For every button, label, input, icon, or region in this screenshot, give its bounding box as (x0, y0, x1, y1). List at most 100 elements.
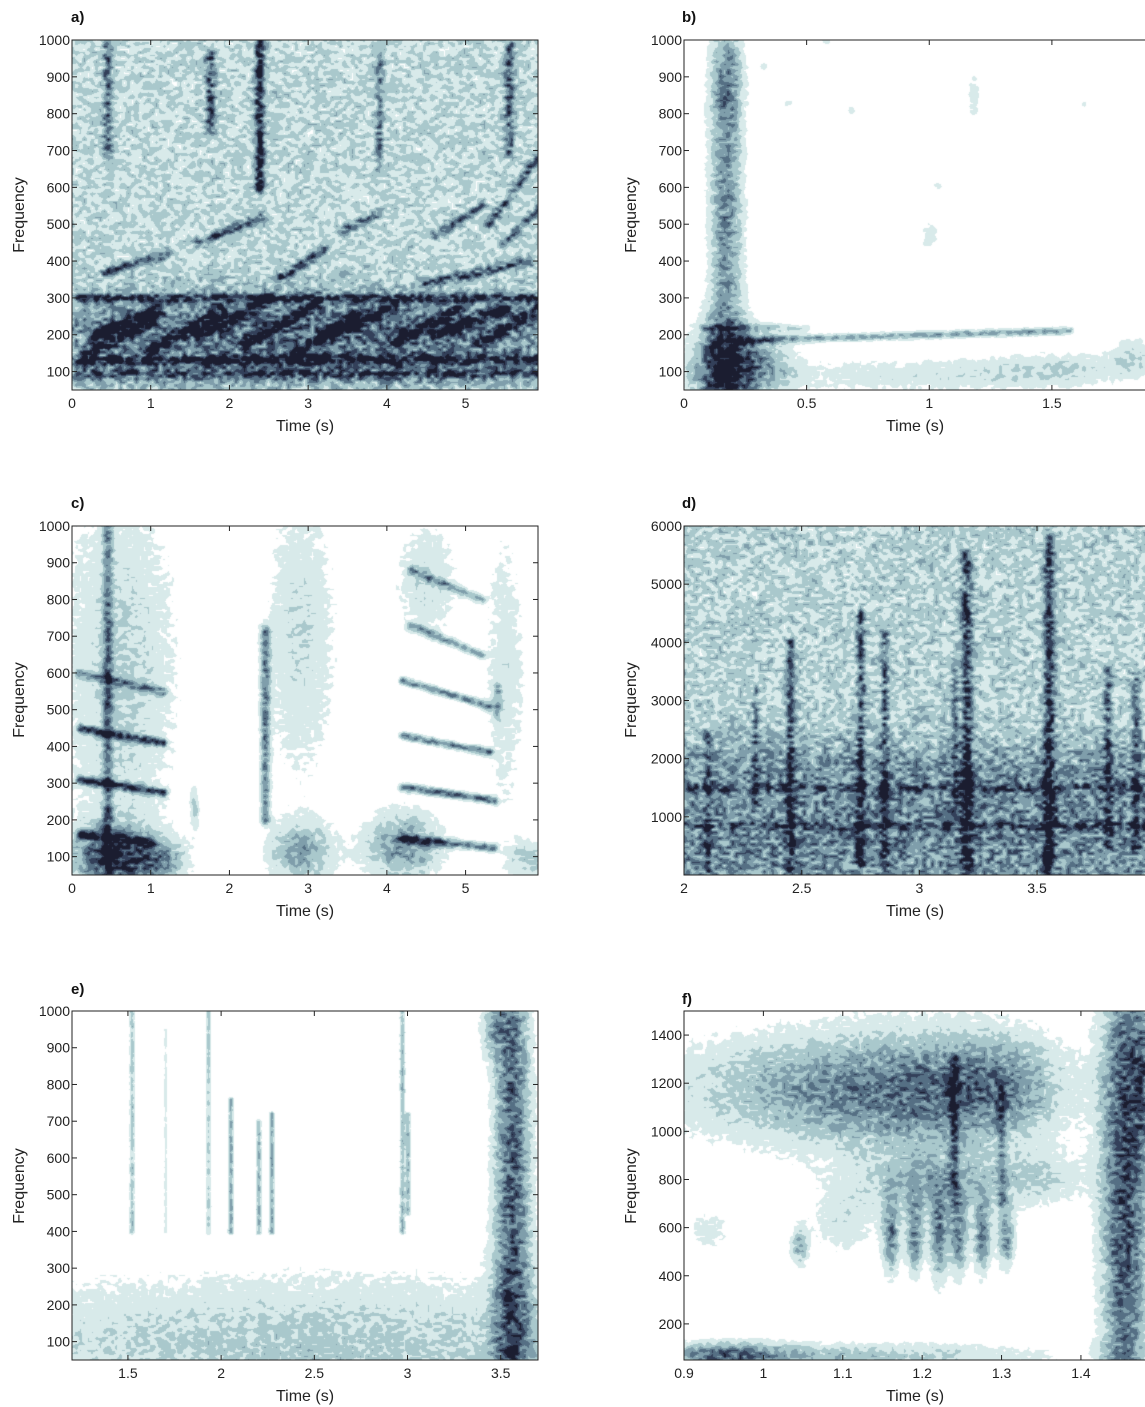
y-tick-label: 400 (47, 738, 71, 754)
y-tick-label: 300 (47, 1260, 71, 1276)
x-tick-label: 5 (462, 880, 470, 896)
y-tick-label: 400 (47, 253, 71, 269)
y-tick-label: 4000 (651, 634, 682, 650)
y-tick-label: 200 (659, 327, 683, 343)
panel-c-frame (71, 525, 539, 876)
panel-b-frame (683, 39, 1145, 391)
y-tick-label: 400 (47, 1223, 71, 1239)
x-tick-label: 0.9 (674, 1365, 694, 1381)
panel-b-x-axis-label: Time (s) (886, 418, 944, 435)
y-tick-label: 600 (47, 179, 71, 195)
y-tick-label: 200 (47, 812, 71, 828)
x-tick-label: 1.1 (833, 1365, 853, 1381)
x-tick-label: 0 (68, 880, 76, 896)
panel-d-y-axis-label: Frequency (623, 662, 640, 738)
panel-c-label: c) (71, 495, 84, 512)
y-tick-label: 500 (659, 216, 683, 232)
x-tick-label: 2 (226, 395, 234, 411)
x-tick-label: 2 (680, 880, 688, 896)
y-tick-label: 1000 (39, 518, 70, 534)
y-tick-label: 800 (47, 106, 71, 122)
panel-a-frame (71, 39, 539, 391)
y-tick-label: 800 (659, 106, 683, 122)
y-tick-label: 5000 (651, 576, 682, 592)
y-tick-label: 1000 (651, 32, 682, 48)
x-tick-label: 4 (383, 880, 391, 896)
x-tick-label: 1.5 (118, 1365, 138, 1381)
x-tick-label: 2.5 (305, 1365, 325, 1381)
panel-e-y-axis-label: Frequency (11, 1148, 28, 1224)
x-tick-label: 0.5 (797, 395, 817, 411)
x-tick-label: 1 (925, 395, 933, 411)
panel-b: b) 0 0.5 1 1.5 100 200 300 400 500 600 700 800 900 10… (623, 9, 1145, 435)
y-tick-label: 600 (47, 1150, 71, 1166)
y-tick-label: 1000 (651, 809, 682, 825)
y-tick-label: 200 (47, 1297, 71, 1313)
y-tick-label: 1000 (651, 1123, 682, 1139)
panel-d-ticks: 2 2.5 3 3.5 1000 2000 3000 4000 5000 6000 (651, 518, 1047, 896)
panel-c-ticks: 0 1 2 3 4 5 100 200 300 400 500 600 700 800 900 1000 (39, 518, 538, 896)
y-tick-label: 500 (47, 1187, 71, 1203)
y-tick-label: 200 (47, 327, 71, 343)
y-tick-label: 700 (47, 628, 71, 644)
panel-f-heatmap (684, 1011, 1145, 1360)
x-tick-label: 2 (217, 1365, 225, 1381)
panel-e-frame (71, 1010, 539, 1361)
panel-a-heatmap (72, 40, 538, 390)
y-tick-label: 400 (659, 1268, 683, 1284)
x-tick-label: 3 (915, 880, 923, 896)
x-tick-label: 1.2 (912, 1365, 932, 1381)
x-tick-label: 1 (147, 395, 155, 411)
panel-d: d) 2 2.5 3 3.5 1000 2000 3000 4000 5000 6000 Time… (623, 495, 1145, 920)
x-tick-label: 3 (404, 1365, 412, 1381)
y-tick-label: 900 (47, 69, 71, 85)
panel-e: e) 1.5 2 2.5 3 3.5 100 200 300 400 500 600 700 800 90… (11, 981, 539, 1405)
panel-d-x-axis-label: Time (s) (886, 903, 944, 920)
y-tick-label: 1000 (39, 32, 70, 48)
x-tick-label: 1.4 (1071, 1365, 1091, 1381)
y-tick-label: 1200 (651, 1075, 682, 1091)
x-tick-label: 1.5 (1042, 395, 1062, 411)
panel-c-heatmap (72, 526, 538, 875)
y-tick-label: 100 (47, 849, 71, 865)
panel-c-x-axis-label: Time (s) (276, 903, 334, 920)
panel-f-label: f) (682, 991, 692, 1008)
y-tick-label: 800 (659, 1171, 683, 1187)
y-tick-label: 1400 (651, 1027, 682, 1043)
panel-a-label: a) (71, 9, 84, 26)
panel-d-heatmap (684, 526, 1145, 875)
y-tick-label: 800 (47, 1076, 71, 1092)
x-tick-label: 1 (147, 880, 155, 896)
panel-f-y-axis-label: Frequency (623, 1148, 640, 1224)
panel-f: f) 0.9 1 1.1 1.2 1.3 1.4 200 400 600 800 1000 1200 1… (623, 991, 1145, 1405)
panel-f-ticks: 0.9 1 1.1 1.2 1.3 1.4 200 400 600 800 1000 1200 1400 (651, 1011, 1091, 1381)
y-tick-label: 900 (47, 555, 71, 571)
y-tick-label: 500 (47, 216, 71, 232)
panel-a-x-axis-label: Time (s) (276, 418, 334, 435)
y-tick-label: 2000 (651, 751, 682, 767)
x-tick-label: 1 (759, 1365, 767, 1381)
panel-f-frame (683, 1010, 1145, 1361)
panel-c: c) 0 1 2 3 4 5 100 200 300 400 500 600 700 800 900 1000… (11, 495, 539, 920)
panel-b-ticks: 0 0.5 1 1.5 100 200 300 400 500 600 700 800 900 1000 (651, 32, 1062, 411)
x-tick-label: 3.5 (1027, 880, 1047, 896)
panel-e-label: e) (71, 981, 84, 998)
y-tick-label: 700 (47, 143, 71, 159)
y-tick-label: 600 (659, 1220, 683, 1236)
y-tick-label: 900 (659, 69, 683, 85)
panel-e-heatmap (72, 1011, 538, 1360)
y-tick-label: 1000 (39, 1003, 70, 1019)
y-tick-label: 300 (47, 775, 71, 791)
y-tick-label: 100 (659, 364, 683, 380)
x-tick-label: 1.3 (992, 1365, 1012, 1381)
y-tick-label: 200 (659, 1316, 683, 1332)
panel-c-y-axis-label: Frequency (11, 662, 28, 738)
x-tick-label: 2 (226, 880, 234, 896)
y-tick-label: 500 (47, 702, 71, 718)
x-tick-label: 5 (462, 395, 470, 411)
y-tick-label: 300 (47, 290, 71, 306)
y-tick-label: 800 (47, 591, 71, 607)
x-tick-label: 3.5 (491, 1365, 511, 1381)
y-tick-label: 700 (659, 143, 683, 159)
